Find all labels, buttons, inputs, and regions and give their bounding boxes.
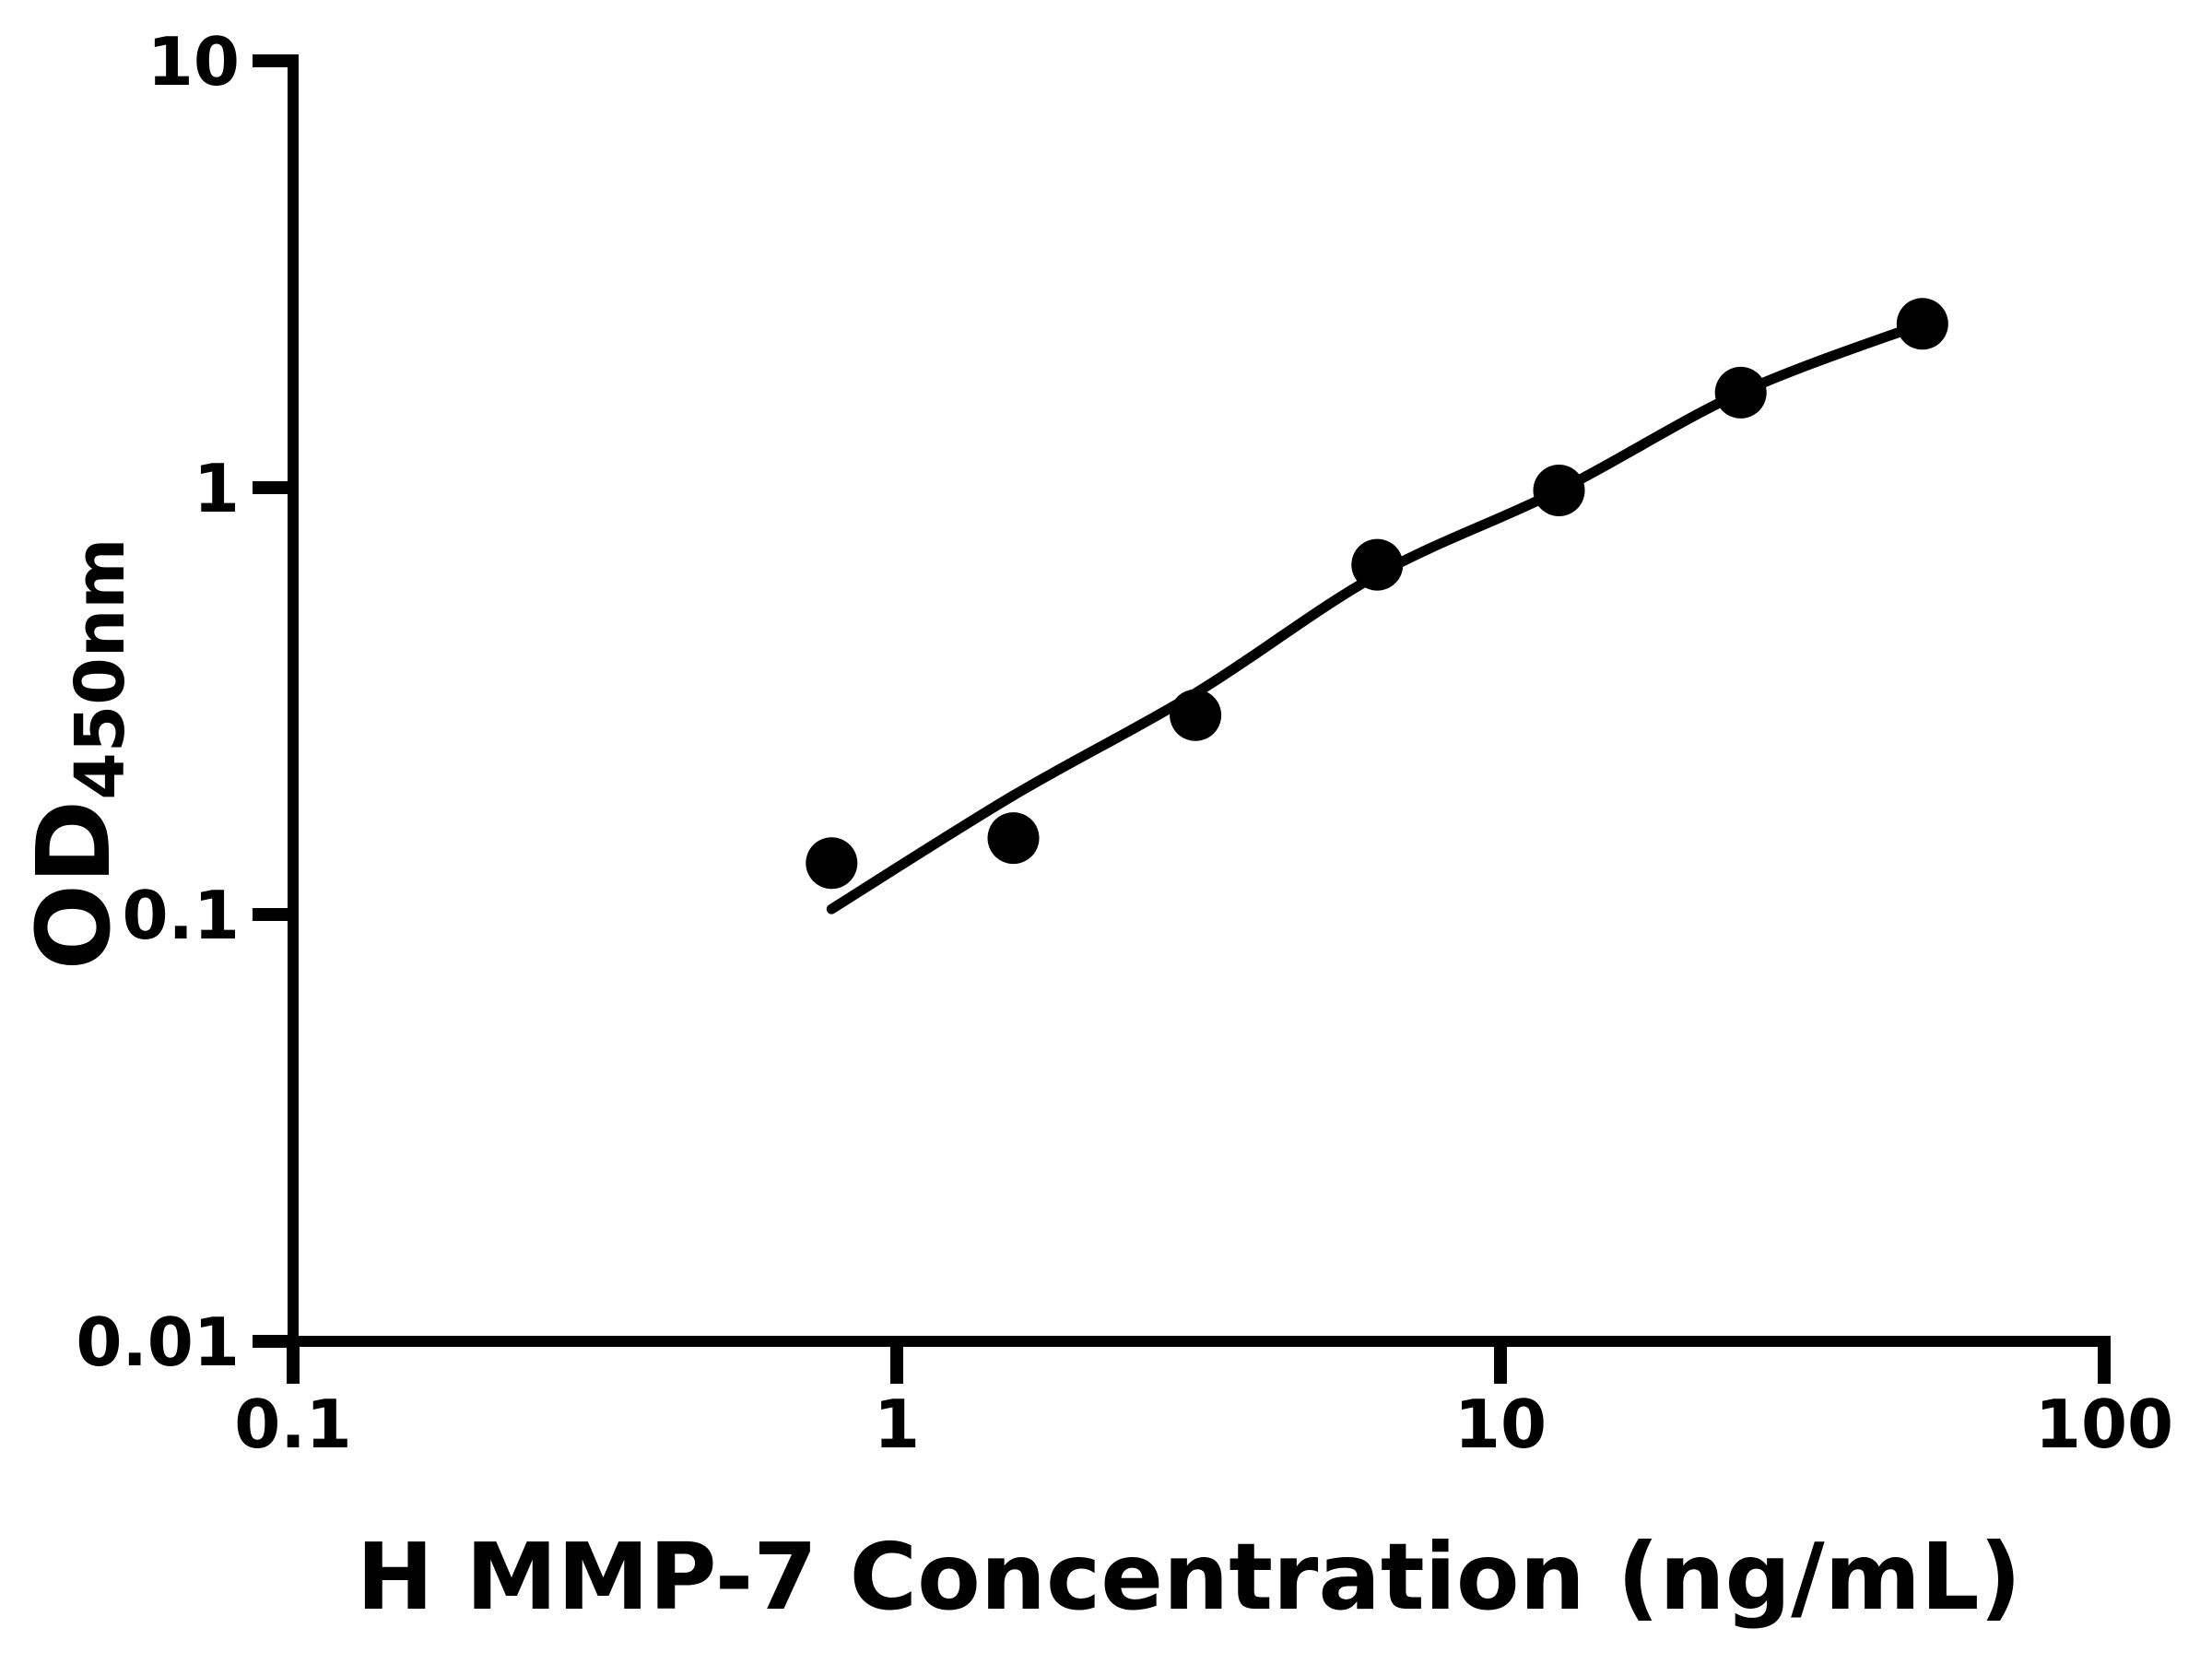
y-axis-ticks: 0.01 0.1 1 10: [76, 23, 293, 1381]
y-tick-label: 0.1: [122, 877, 240, 954]
y-axis-title: OD450nm: [15, 537, 140, 970]
y-axis-title-main: OD: [15, 800, 133, 971]
data-point: [1896, 298, 1948, 350]
data-point: [1533, 465, 1585, 516]
data-point: [1351, 538, 1404, 591]
y-tick-label: 0.01: [76, 1304, 240, 1381]
x-tick-label: 100: [2035, 1386, 2173, 1463]
x-tick-label: 10: [1454, 1386, 1547, 1463]
x-tick-label: 0.1: [234, 1386, 352, 1463]
x-tick-label: 1: [874, 1386, 920, 1463]
y-tick-label: 10: [147, 23, 240, 100]
data-point: [1714, 366, 1767, 419]
data-points: [806, 298, 1948, 890]
data-point: [806, 837, 858, 890]
x-axis-title: H MMP-7 Concentration (ng/mL): [357, 1523, 2022, 1631]
y-axis-title-subscript: 450nm: [61, 537, 140, 799]
data-point: [1170, 689, 1222, 741]
y-tick-label: 1: [194, 450, 240, 527]
data-point: [987, 812, 1040, 865]
x-axis-ticks: 0.1 1 10 100: [234, 1341, 2173, 1463]
